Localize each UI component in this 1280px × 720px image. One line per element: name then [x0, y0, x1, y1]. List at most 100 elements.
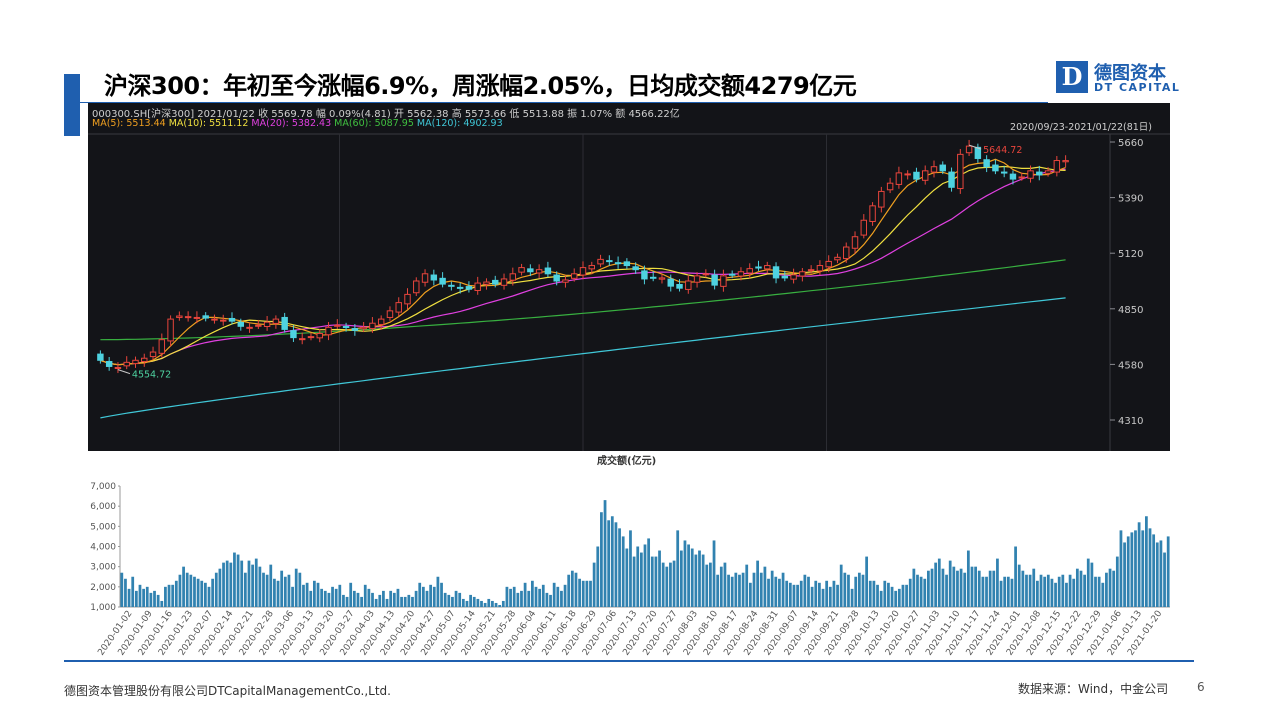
volume-bar — [265, 574, 269, 607]
volume-bar — [360, 596, 363, 607]
volume-bar — [1017, 564, 1021, 607]
volume-bar — [901, 584, 905, 607]
data-source: 数据来源：Wind，中金公司 — [1018, 682, 1169, 696]
candle-body — [939, 164, 946, 172]
volume-bar — [1014, 546, 1017, 607]
volume-bar — [1006, 576, 1010, 607]
volume-bar — [156, 594, 160, 607]
volume-bar — [276, 580, 280, 607]
volume-bar — [996, 558, 999, 607]
volume-bar — [567, 574, 571, 607]
volume-bar — [454, 590, 458, 607]
volume-bar — [999, 580, 1003, 607]
volume-bar — [1057, 576, 1061, 607]
candle-body — [141, 357, 148, 363]
volume-bar — [698, 550, 701, 607]
volume-bar — [1083, 574, 1086, 607]
ma-legend-item: MA(20): 5382.43 — [251, 118, 335, 129]
ma-legend-item: MA(120): 4902.93 — [416, 118, 503, 129]
volume-bar — [868, 580, 872, 607]
low-value-label: 4554.72 — [132, 370, 171, 381]
candle-body — [149, 351, 157, 358]
volume-bar — [523, 582, 527, 607]
price-tick-label: 5390 — [1118, 194, 1143, 205]
candle-body — [676, 284, 683, 289]
volume-bar — [614, 522, 618, 607]
candle-body — [992, 164, 999, 172]
logo-mark: D — [1056, 61, 1088, 93]
volume-bar — [894, 590, 898, 607]
volume-bar — [1152, 534, 1156, 607]
candle-body — [965, 145, 973, 154]
candle-body — [465, 286, 473, 290]
candle-body — [290, 330, 297, 339]
volume-bar — [734, 572, 738, 607]
volume-bar — [403, 596, 407, 607]
price-tick-label: 5120 — [1118, 249, 1143, 260]
volume-bar — [952, 566, 956, 607]
volume-bar — [138, 584, 142, 607]
page-title: 沪深300：年初至今涨幅6.9%，周涨幅2.05%，日均成交额4279亿元 — [104, 72, 857, 100]
volume-bar — [160, 600, 164, 607]
volume-bar — [585, 580, 589, 607]
candle-body — [483, 281, 490, 285]
volume-bar — [992, 570, 996, 607]
candle-body — [1036, 171, 1043, 176]
volume-bar — [178, 574, 182, 607]
volume-bar — [603, 500, 607, 607]
volume-bar — [429, 584, 433, 607]
candle-body — [790, 274, 797, 280]
volume-bar — [527, 590, 531, 607]
volume-bar — [302, 584, 305, 607]
candle-body — [325, 326, 332, 336]
candle-body — [360, 326, 367, 330]
volume-bar — [1050, 578, 1054, 607]
volume-bar — [687, 544, 690, 607]
volume-bar — [974, 566, 978, 607]
volume-bar — [872, 580, 876, 607]
candle-body — [448, 284, 455, 287]
volume-bar — [654, 556, 658, 607]
volume-bar — [501, 600, 505, 607]
volume-bar — [411, 596, 414, 607]
company-logo: D 德图资本 DT CAPITAL — [1056, 61, 1186, 97]
volume-bar — [218, 568, 222, 607]
candle-body — [1009, 173, 1017, 180]
volume-bar — [632, 556, 636, 607]
volume-bar — [269, 564, 273, 607]
kline-panel: 5660 5390 5120 4850 4580 4310 5644.72 4554.72 0… — [88, 103, 1170, 451]
volume-bar — [600, 512, 603, 607]
volume-bar — [912, 568, 916, 607]
candle-body — [167, 318, 174, 342]
volume-bar — [1166, 536, 1170, 607]
candle-body — [439, 277, 446, 285]
volume-bar — [545, 592, 549, 607]
volume-bar — [1021, 570, 1025, 607]
volume-bar — [712, 540, 716, 607]
volume-bar — [930, 568, 934, 607]
volume-bar — [396, 588, 400, 607]
candle-body — [263, 321, 271, 328]
volume-bar — [959, 568, 963, 607]
volume-bar — [879, 590, 883, 607]
candle-body — [764, 265, 771, 270]
volume-bar — [988, 570, 992, 607]
volume-bar — [418, 582, 422, 607]
volume-bar — [629, 530, 632, 607]
volume-bar — [280, 570, 284, 607]
volume-bar — [934, 562, 938, 607]
volume-bar — [847, 574, 850, 607]
volume-bar — [607, 520, 611, 607]
volume-bar — [185, 572, 189, 607]
volume-bar — [331, 586, 334, 607]
volume-bar — [447, 594, 451, 607]
candle-body — [404, 293, 411, 305]
candle-body — [571, 273, 578, 279]
volume-bar — [723, 562, 727, 607]
candle-body — [553, 274, 560, 282]
volume-bar — [981, 576, 985, 607]
volume-bar — [705, 564, 709, 607]
volume-bar — [131, 576, 135, 607]
volume-bar — [124, 578, 127, 607]
candle-body — [869, 205, 876, 222]
